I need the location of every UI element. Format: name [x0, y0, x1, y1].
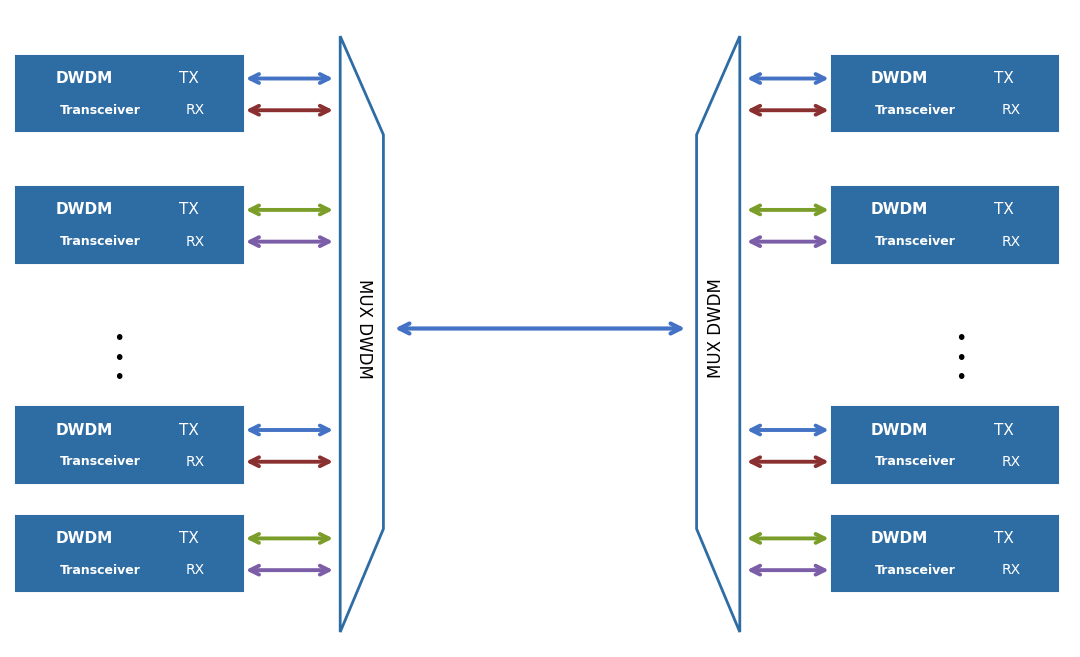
Text: Transceiver: Transceiver [875, 455, 956, 468]
Text: TX: TX [994, 531, 1014, 546]
Text: TX: TX [994, 71, 1014, 86]
Text: •: • [113, 369, 124, 387]
FancyBboxPatch shape [16, 516, 243, 591]
FancyBboxPatch shape [832, 407, 1058, 483]
Text: RX: RX [186, 103, 205, 117]
Text: TX: TX [994, 422, 1014, 438]
FancyBboxPatch shape [16, 407, 243, 483]
Text: RX: RX [1001, 235, 1021, 248]
Text: DWDM: DWDM [870, 531, 929, 546]
Text: TX: TX [178, 202, 199, 217]
Text: Transceiver: Transceiver [59, 564, 140, 577]
Text: TX: TX [994, 202, 1014, 217]
Text: DWDM: DWDM [870, 422, 929, 438]
Text: Transceiver: Transceiver [875, 564, 956, 577]
FancyBboxPatch shape [16, 187, 243, 263]
FancyBboxPatch shape [832, 56, 1058, 131]
FancyBboxPatch shape [16, 56, 243, 131]
Text: RX: RX [186, 235, 205, 248]
Text: TX: TX [178, 71, 199, 86]
Text: RX: RX [186, 455, 205, 468]
Text: DWDM: DWDM [870, 71, 929, 86]
Text: RX: RX [1001, 563, 1021, 577]
Text: DWDM: DWDM [870, 202, 929, 217]
Text: TX: TX [178, 531, 199, 546]
Text: •: • [113, 329, 124, 348]
Text: RX: RX [186, 563, 205, 577]
Text: RX: RX [1001, 455, 1021, 468]
Text: MUX DWDM: MUX DWDM [707, 279, 725, 378]
Text: DWDM: DWDM [55, 71, 113, 86]
Text: Transceiver: Transceiver [875, 104, 956, 117]
Text: •: • [956, 329, 967, 348]
Text: Transceiver: Transceiver [59, 104, 140, 117]
FancyBboxPatch shape [832, 516, 1058, 591]
Text: DWDM: DWDM [55, 531, 113, 546]
Text: TX: TX [178, 422, 199, 438]
Text: Transceiver: Transceiver [59, 455, 140, 468]
Text: •: • [113, 349, 124, 367]
Text: MUX DWDM: MUX DWDM [355, 279, 373, 378]
Text: Transceiver: Transceiver [875, 235, 956, 248]
Text: Transceiver: Transceiver [59, 235, 140, 248]
FancyBboxPatch shape [832, 187, 1058, 263]
Text: RX: RX [1001, 103, 1021, 117]
Text: •: • [956, 369, 967, 387]
Text: DWDM: DWDM [55, 202, 113, 217]
Text: •: • [956, 349, 967, 367]
Text: DWDM: DWDM [55, 422, 113, 438]
